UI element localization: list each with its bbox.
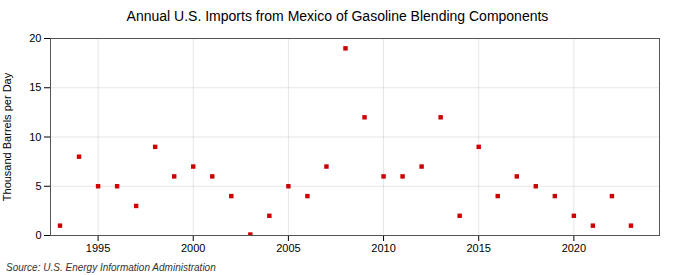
svg-text:10: 10 [29, 131, 41, 143]
svg-text:1995: 1995 [86, 242, 110, 254]
html-text:Source: U.S. Energy Informatio: Source: U.S. Energy Information Administ… [6, 262, 216, 273]
svg-text:2010: 2010 [371, 242, 395, 254]
svg-text:20: 20 [29, 32, 41, 44]
svg-text:Thousand Barrels per Day: Thousand Barrels per Day [1, 72, 13, 201]
svg-text:2020: 2020 [562, 242, 586, 254]
svg-text:2015: 2015 [466, 242, 490, 254]
svg-text:2000: 2000 [181, 242, 205, 254]
svg-text:0: 0 [35, 229, 41, 241]
svg-text:15: 15 [29, 81, 41, 93]
svg-text:5: 5 [35, 180, 41, 192]
svg-text:2005: 2005 [276, 242, 300, 254]
html-text:Annual U.S. Imports from Mexic: Annual U.S. Imports from Mexico of Gasol… [126, 8, 549, 24]
